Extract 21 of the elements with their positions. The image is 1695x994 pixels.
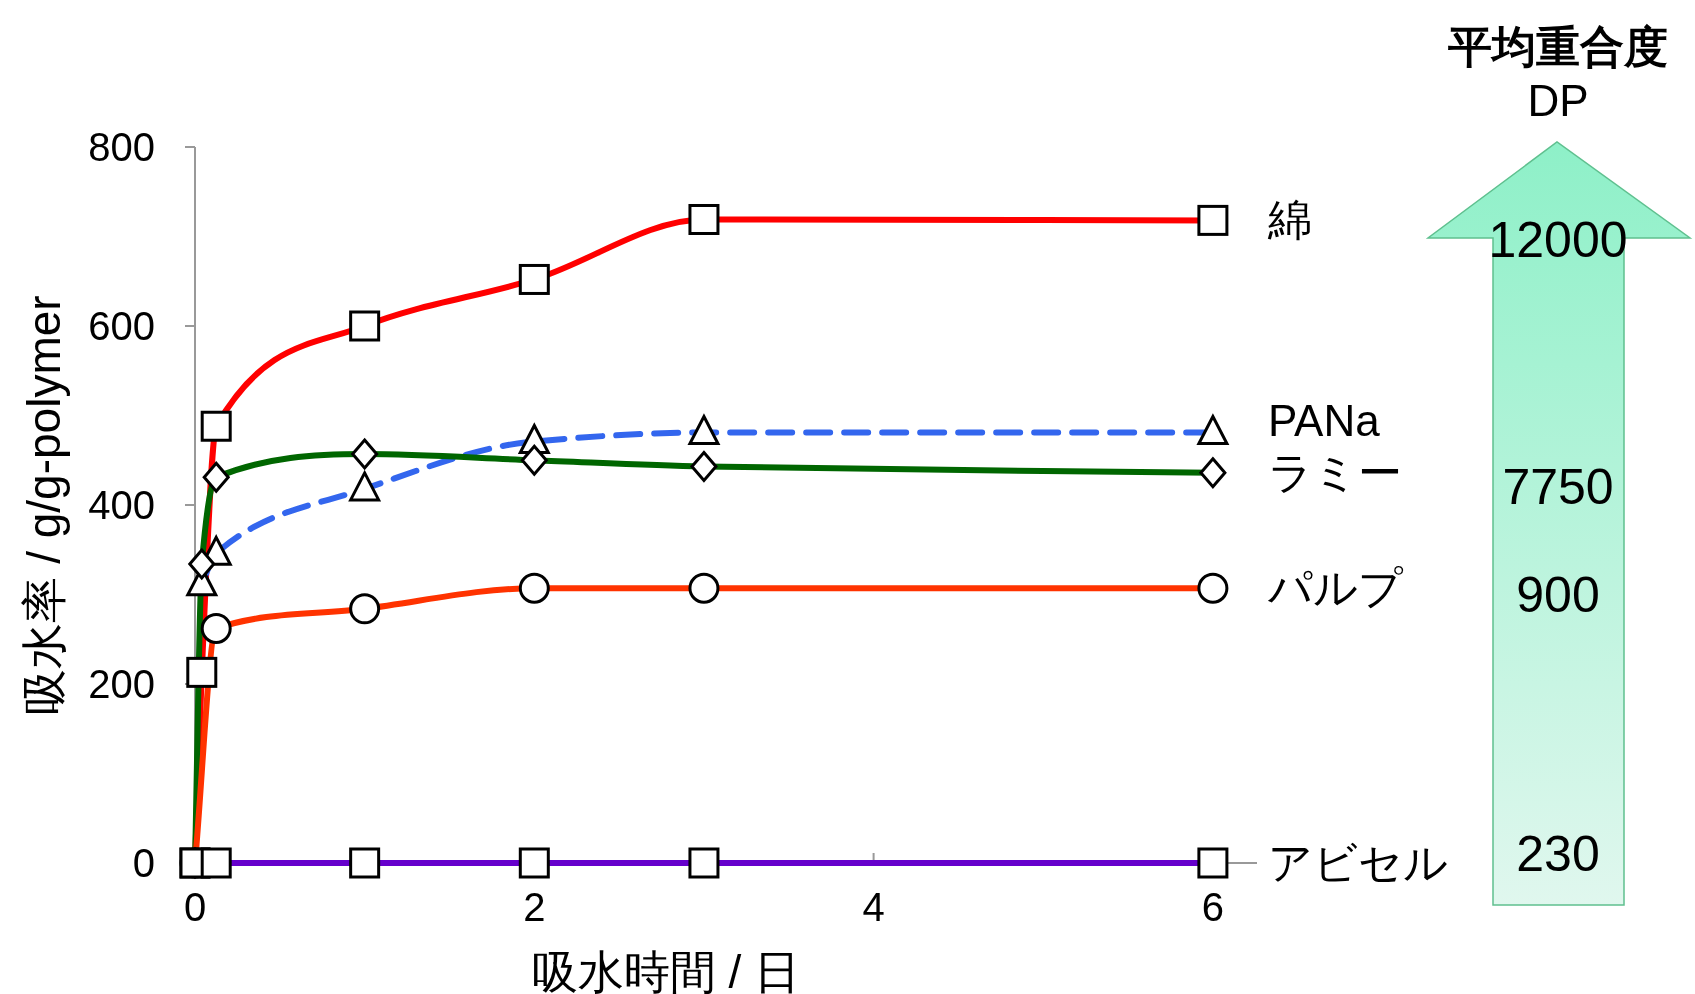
series-label: 綿 bbox=[1267, 195, 1312, 245]
series-label: パルプ bbox=[1267, 563, 1404, 613]
x-tick-label: 2 bbox=[523, 885, 546, 929]
series-label: アビセル bbox=[1268, 838, 1448, 887]
x-tick-label: 4 bbox=[862, 885, 885, 929]
text: 7750 bbox=[1502, 459, 1614, 515]
y-tick-label: 200 bbox=[88, 662, 155, 706]
y-tick-label: 400 bbox=[88, 483, 155, 527]
y-axis-title: 吸水率 / g/g-polymer bbox=[18, 295, 70, 715]
text: 平均重合度 DP bbox=[1448, 22, 1668, 125]
y-tick-label: 0 bbox=[132, 841, 155, 885]
x-tick-label: 6 bbox=[1201, 885, 1225, 929]
y-tick-label: 600 bbox=[88, 304, 155, 348]
x-axis-title: 吸水時間 / 日 bbox=[531, 946, 801, 994]
series-label: ラミー bbox=[1268, 447, 1402, 497]
text: 230 bbox=[1516, 826, 1600, 882]
y-tick-label: 800 bbox=[88, 125, 155, 169]
series-label: PANa bbox=[1268, 395, 1381, 445]
text: 12000 bbox=[1488, 212, 1628, 268]
text: 900 bbox=[1516, 567, 1600, 623]
x-tick-label: 0 bbox=[183, 885, 207, 929]
